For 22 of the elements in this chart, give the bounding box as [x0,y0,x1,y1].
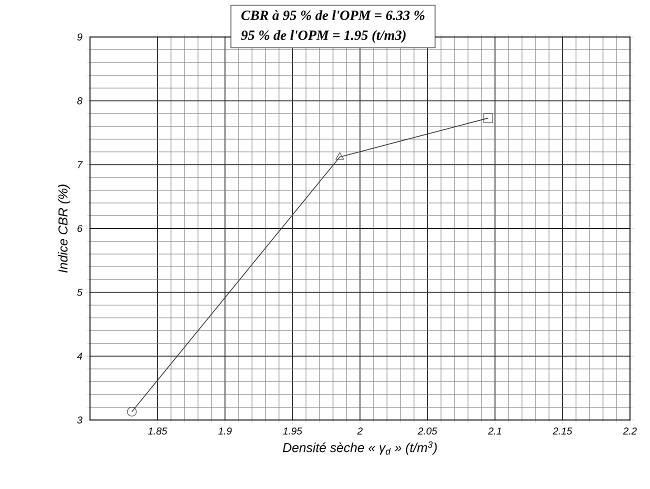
point [127,406,137,417]
x-tick-label: 2.05 [418,428,438,435]
y-tick-label: 9 [77,33,82,41]
annotation: 95 % de l'OPM = 1.95 (t/m3) [241,30,406,43]
x-tick-label: 1.95 [283,428,302,435]
x-tick-label: 1.85 [148,428,168,435]
x-tick-label: 1.9 [218,428,232,435]
point [483,113,494,123]
x-tick-label: 2.15 [552,428,572,435]
y-tick-label: 5 [77,288,83,296]
y-tick-label: 6 [78,224,82,232]
x-tick-label: 2.2 [623,428,637,434]
x-tick-label: 2.1 [488,428,502,434]
text: CBR à 95 % de l'OPM = 6.33 % [241,10,424,20]
x-axis-title: Densité sèche « γ$_{d}$ » (t/m$^{3}$) [282,441,437,455]
point [336,152,344,160]
x-tick-label: 2 [357,428,363,434]
y-tick-label: 8 [77,97,82,104]
y-tick-label: 3 [77,416,82,424]
y-tick-label: 4 [77,352,82,360]
y-axis-title: Indice CBR (%) [58,184,70,273]
y-tick-label: 7 [78,161,83,168]
